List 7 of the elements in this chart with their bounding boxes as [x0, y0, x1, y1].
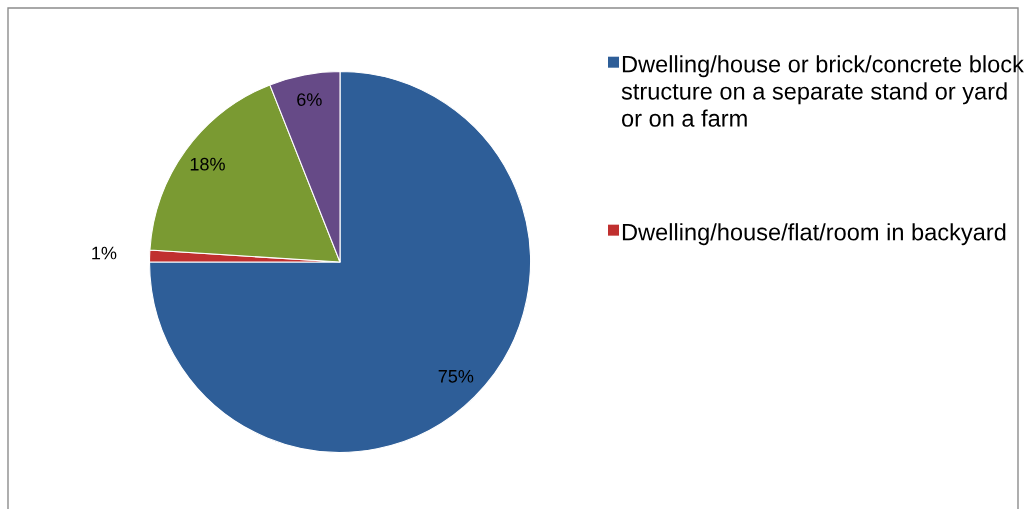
- data-label: 6%: [297, 93, 322, 106]
- legend-label: Dwelling/house/flat/room in backyard: [622, 223, 1006, 246]
- data-label: 18%: [190, 157, 225, 171]
- data-label: 75%: [438, 369, 474, 383]
- legend-label: Dwelling/house or brick/concrete block structure on a separate stand or yard or on a farm: [621, 55, 1024, 127]
- pie-slice: [148, 70, 532, 454]
- data-label: 1%: [92, 246, 117, 260]
